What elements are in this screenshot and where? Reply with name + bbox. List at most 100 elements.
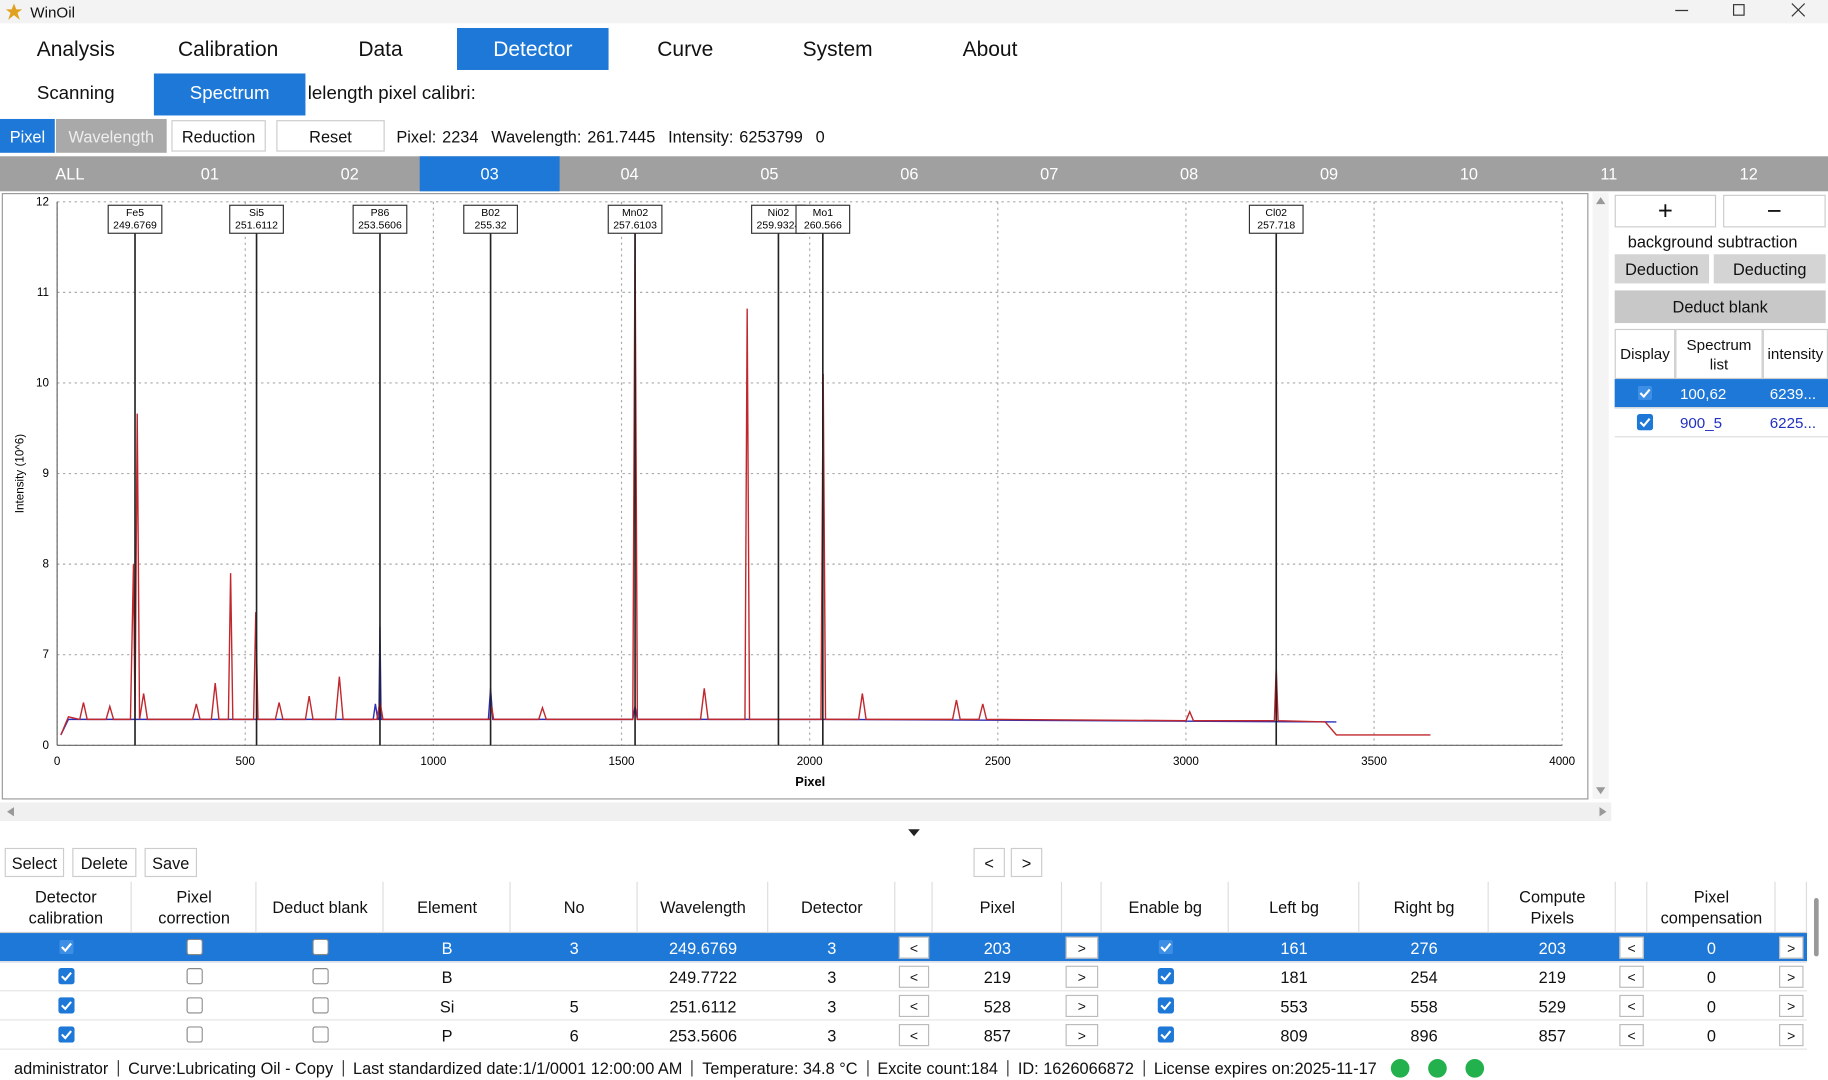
menu-item[interactable]: Detector xyxy=(457,27,609,70)
detector-tab[interactable]: 10 xyxy=(1459,164,1479,184)
row-prev-button[interactable]: < xyxy=(898,936,930,959)
checkbox[interactable] xyxy=(311,997,329,1014)
v-scrollbar[interactable] xyxy=(1592,192,1609,799)
checkbox[interactable] xyxy=(185,938,203,956)
mode-button[interactable]: Pixel xyxy=(0,118,55,153)
row-next-button[interactable]: > xyxy=(1779,994,1804,1018)
detector-tab[interactable]: 04 xyxy=(620,164,639,184)
menu-item[interactable]: Data xyxy=(358,36,403,61)
table-button[interactable]: Select xyxy=(4,847,65,878)
checkbox[interactable] xyxy=(57,1026,75,1043)
peak-wavelength: 257.718 xyxy=(1257,221,1295,232)
peak-wavelength: 253.5606 xyxy=(358,221,402,232)
checkbox[interactable] xyxy=(1636,414,1654,431)
table-header: Detector xyxy=(800,898,863,917)
checkbox[interactable] xyxy=(311,1026,329,1043)
checkbox[interactable] xyxy=(57,997,75,1014)
checkbox[interactable] xyxy=(1157,968,1174,985)
scroll-arrows[interactable] xyxy=(0,802,1611,821)
detector-tab[interactable]: 12 xyxy=(1739,164,1758,184)
table-row[interactable] xyxy=(0,991,1808,1021)
tool-button[interactable]: Reduction xyxy=(171,120,266,152)
splitter[interactable] xyxy=(907,827,921,839)
checkbox[interactable] xyxy=(1157,997,1174,1014)
table-button[interactable]: Save xyxy=(144,847,198,878)
table-header: Compute Pixels xyxy=(1519,887,1586,928)
detector-tab[interactable]: 03 xyxy=(419,156,560,192)
tool-button[interactable]: Reset xyxy=(276,120,385,152)
panel-caption: background subtraction xyxy=(1627,232,1798,251)
remove-button[interactable]: − xyxy=(1723,194,1826,228)
menu-item[interactable]: Calibration xyxy=(177,36,279,61)
table-row[interactable] xyxy=(0,962,1808,992)
checkbox[interactable] xyxy=(311,938,329,956)
subtab-caption: lelength pixel calibri: xyxy=(307,83,476,104)
checkbox[interactable] xyxy=(1636,384,1654,402)
table-header: Element xyxy=(417,898,478,917)
row-prev-button[interactable]: < xyxy=(898,994,930,1018)
peak-wavelength: 251.6112 xyxy=(235,221,278,232)
status-item: Temperature: 34.8 °C xyxy=(691,1058,867,1077)
mode-button[interactable]: Wavelength xyxy=(55,118,167,153)
checkbox[interactable] xyxy=(185,1026,203,1043)
detector-tab[interactable]: 06 xyxy=(900,164,919,184)
row-prev-button[interactable]: < xyxy=(1619,936,1644,959)
row-next-button[interactable]: > xyxy=(1065,965,1099,988)
table-button[interactable]: Delete xyxy=(72,847,137,878)
window-controls[interactable] xyxy=(1655,0,1828,23)
menu-item[interactable]: Curve xyxy=(657,36,714,61)
peak-label-box xyxy=(352,204,408,234)
row-next-button[interactable]: > xyxy=(1065,936,1099,959)
page-prev[interactable]: < xyxy=(973,847,1005,878)
row-next-button[interactable]: > xyxy=(1779,965,1804,988)
subtab[interactable]: Spectrum xyxy=(153,73,306,116)
info-label: Wavelength: xyxy=(491,126,582,146)
y-tick-label: 9 xyxy=(42,467,48,480)
checkbox[interactable] xyxy=(1157,1026,1174,1043)
checkbox[interactable] xyxy=(57,938,75,956)
window-title: WinOil xyxy=(30,2,75,21)
add-button[interactable]: + xyxy=(1614,194,1717,228)
menu-item[interactable]: Analysis xyxy=(36,36,115,61)
page-next[interactable]: > xyxy=(1010,847,1043,878)
status-item: License expires on:2025-11-17 xyxy=(1143,1058,1386,1077)
row-prev-button[interactable]: < xyxy=(1619,965,1644,988)
row-next-button[interactable]: > xyxy=(1779,1024,1804,1047)
menu-item[interactable]: About xyxy=(962,36,1018,61)
deduct-blank-button[interactable]: Deduct blank xyxy=(1614,290,1826,324)
row-next-button[interactable]: > xyxy=(1779,936,1804,959)
h-scrollbar[interactable] xyxy=(0,802,1612,822)
detector-tab[interactable]: 07 xyxy=(1040,164,1059,184)
table-header: Wavelength xyxy=(660,898,746,917)
checkbox[interactable] xyxy=(185,968,203,985)
table-header-cell xyxy=(637,881,769,934)
menu-item[interactable]: System xyxy=(802,36,873,61)
table-cell: 276 xyxy=(1410,938,1438,957)
table-row[interactable] xyxy=(0,1021,1808,1050)
table-cell: 249.6769 xyxy=(668,938,738,957)
info-value: 2234 xyxy=(442,126,479,146)
row-next-button[interactable]: > xyxy=(1065,1024,1099,1047)
row-prev-button[interactable]: < xyxy=(898,965,930,988)
row-prev-button[interactable]: < xyxy=(1619,994,1644,1018)
subtab[interactable]: Scanning xyxy=(36,83,115,104)
deduct-button[interactable]: Deduction xyxy=(1614,254,1710,284)
row-next-button[interactable]: > xyxy=(1065,994,1099,1018)
checkbox[interactable] xyxy=(1157,938,1174,956)
detector-tab[interactable]: 08 xyxy=(1180,164,1199,184)
panel-row[interactable] xyxy=(1614,408,1828,438)
detector-tab[interactable]: 05 xyxy=(760,164,779,184)
detector-tab[interactable]: 09 xyxy=(1319,164,1339,184)
table-header: Left bg xyxy=(1269,898,1320,917)
table-header: Enable bg xyxy=(1128,898,1202,917)
deduct-button[interactable]: Deducting xyxy=(1713,254,1826,284)
checkbox[interactable] xyxy=(311,968,329,985)
row-prev-button[interactable]: < xyxy=(898,1024,930,1047)
detector-tab[interactable]: ALL xyxy=(55,164,85,184)
row-prev-button[interactable]: < xyxy=(1619,1024,1644,1047)
checkbox[interactable] xyxy=(185,997,203,1014)
detector-tab[interactable]: 02 xyxy=(340,164,359,184)
detector-tab[interactable]: 11 xyxy=(1600,164,1618,184)
checkbox[interactable] xyxy=(57,968,75,985)
detector-tab[interactable]: 01 xyxy=(200,164,219,184)
